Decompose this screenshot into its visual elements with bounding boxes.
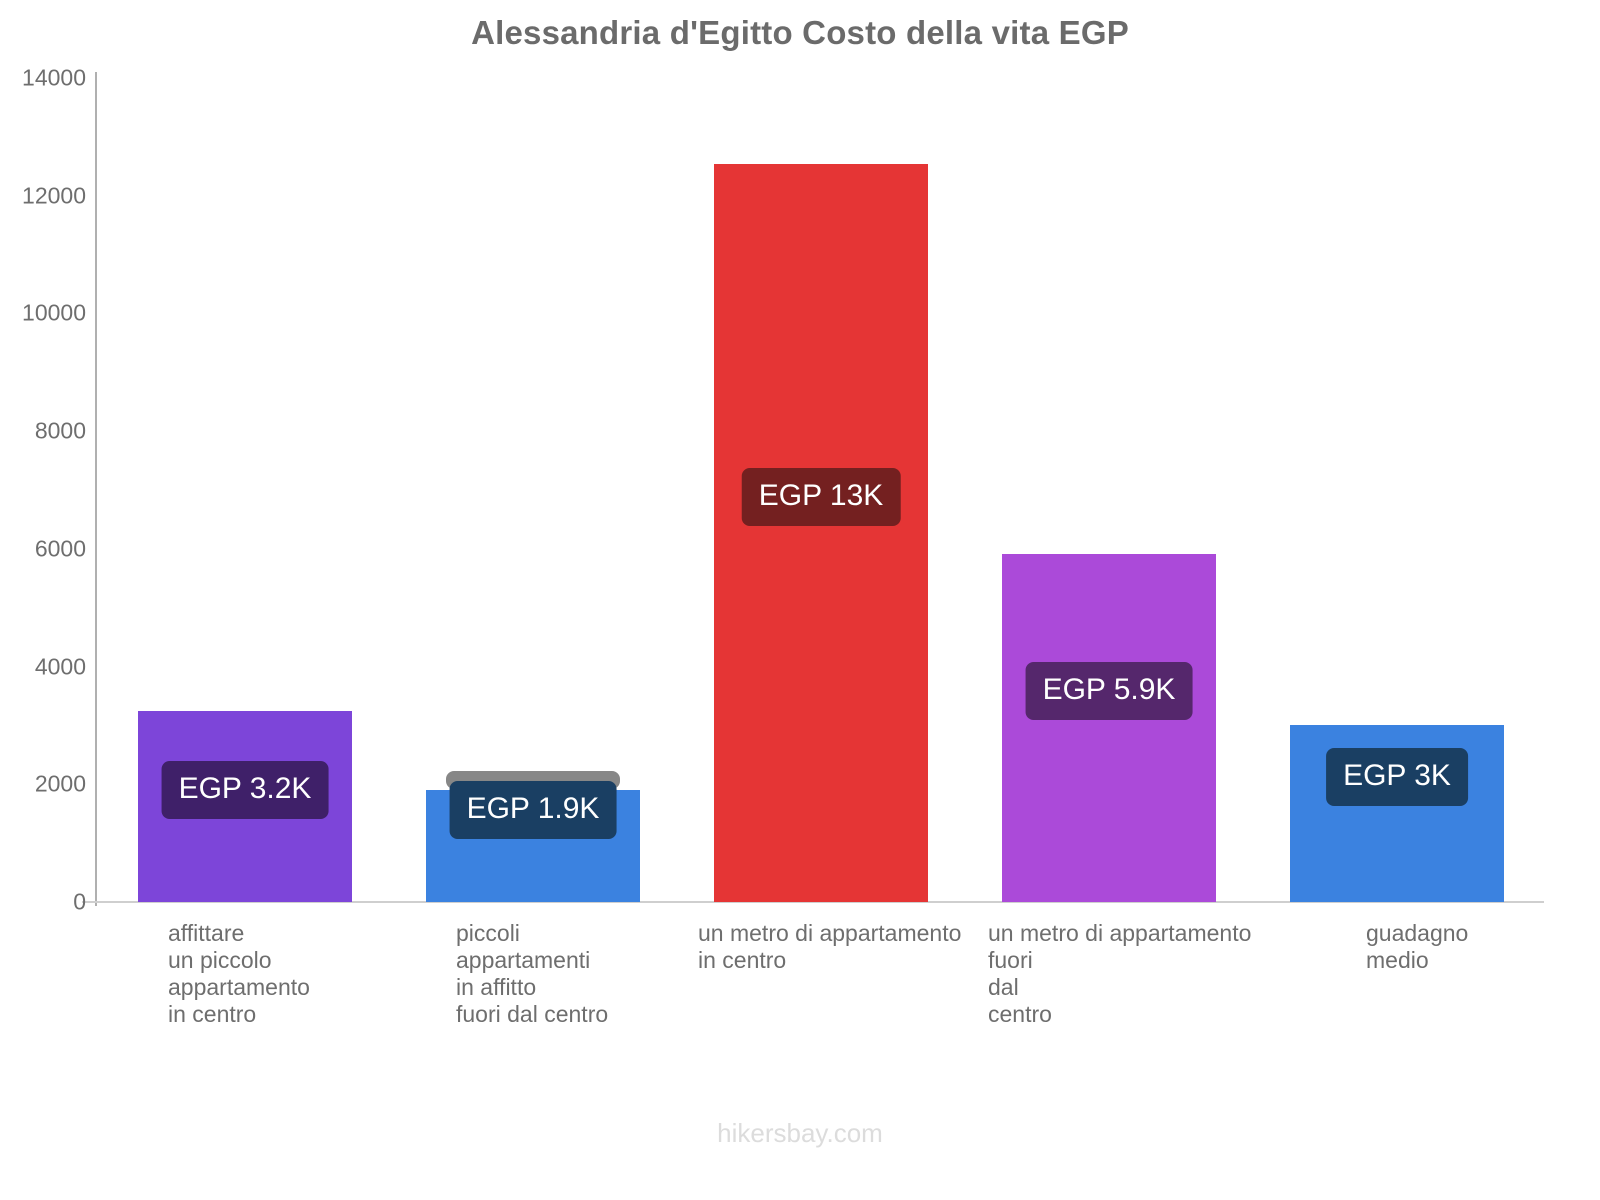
x-category-label-1: piccoli appartamenti in affitto fuori da… (456, 920, 609, 1027)
value-badge-3: EGP 5.9K (1025, 662, 1193, 720)
value-badge-2: EGP 13K (741, 468, 901, 526)
plot-area: EGP 3.2K EGP 1.9K EGP 13K EGP 5.9K EGP 3… (96, 78, 1544, 902)
y-tick-label-0: 0 (73, 888, 86, 915)
bar-un-metro-di-appartamento-fuori-dal-centro[interactable] (1002, 554, 1216, 902)
x-category-label-0: affittare un piccolo appartamento in cen… (168, 920, 310, 1027)
y-tick-label-12000: 12000 (22, 182, 86, 209)
footer-watermark: hikersbay.com (717, 1118, 883, 1148)
y-axis-line (95, 72, 97, 906)
x-category-label-2: un metro di appartamento in centro (698, 920, 962, 973)
x-axis-line (82, 901, 1544, 903)
x-category-label-4: guadagno medio (1366, 920, 1469, 973)
value-badge-0: EGP 3.2K (161, 761, 329, 819)
bar-un-metro-di-appartamento-in-centro[interactable] (714, 164, 928, 902)
y-tick-label-4000: 4000 (34, 653, 86, 680)
x-category-label-3: un metro di appartamento fuori dal centr… (988, 920, 1252, 1027)
chart-title: Alessandria d'Egitto Costo della vita EG… (471, 14, 1129, 51)
value-badge-1: EGP 1.9K (449, 781, 617, 839)
y-tick-label-14000: 14000 (22, 64, 86, 91)
y-tick-label-8000: 8000 (34, 417, 86, 444)
value-badge-4: EGP 3K (1326, 748, 1468, 806)
y-tick-label-10000: 10000 (22, 299, 86, 326)
y-tick-label-2000: 2000 (34, 770, 86, 797)
y-tick-label-6000: 6000 (34, 535, 86, 562)
